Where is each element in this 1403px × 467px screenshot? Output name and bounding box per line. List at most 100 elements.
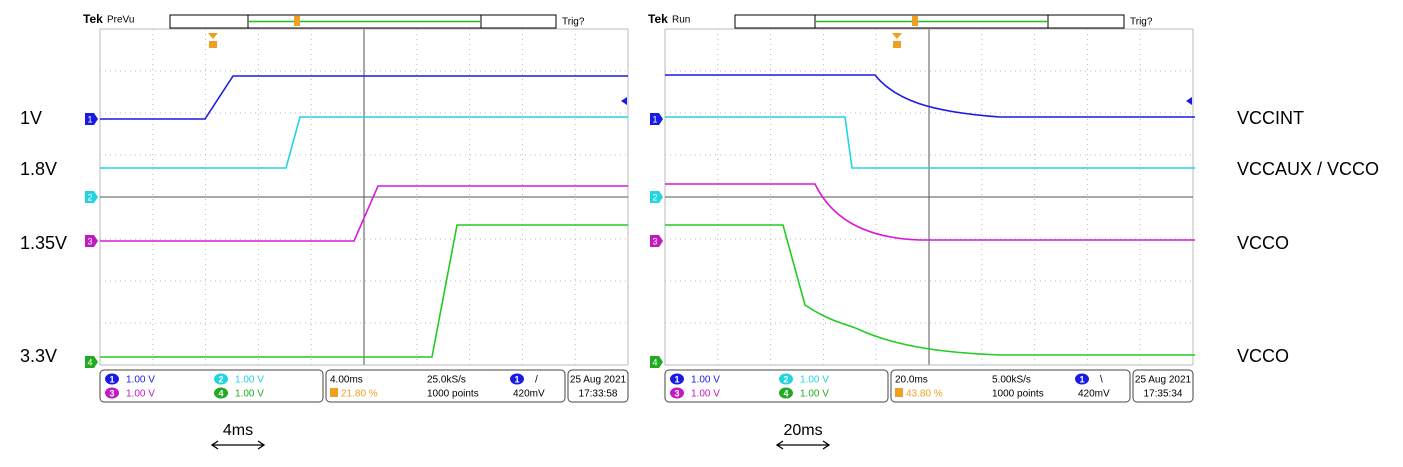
time-scale-note: 20ms <box>783 422 822 439</box>
time-scale-note: 4ms <box>223 422 253 439</box>
rail-label: VCCINT <box>1237 108 1304 128</box>
sample-rate: 5.00kS/s <box>992 375 1031 386</box>
trigger-point <box>912 16 918 26</box>
trigger-slope: / <box>535 375 538 386</box>
trace-ch1 <box>100 75 628 120</box>
channel-marker-label: 4 <box>87 357 92 367</box>
channel-badge <box>670 387 684 399</box>
brand: Tek <box>648 12 668 26</box>
channel-badge-label: 2 <box>218 374 223 384</box>
trigger-position: 21.80 % <box>341 389 378 400</box>
channel-scale: 1.00 V <box>235 389 264 400</box>
channel-marker-label: 3 <box>87 236 92 246</box>
channel-badge <box>779 387 793 399</box>
trace-ch3 <box>665 183 1195 241</box>
channel-marker <box>650 356 663 368</box>
trigger-channel-badge <box>510 373 524 385</box>
acq-status: PreVu <box>107 15 134 26</box>
channel-marker <box>650 235 663 247</box>
timebase: 4.00ms <box>330 375 363 386</box>
rail-label: VCCO <box>1237 346 1289 366</box>
date: 25 Aug 2021 <box>1135 375 1192 386</box>
channel-badge-label: 1 <box>109 374 114 384</box>
channel-badge-label: 4 <box>218 388 223 398</box>
channel-scale: 1.00 V <box>691 375 720 386</box>
trigger-channel: 1 <box>1079 374 1084 384</box>
channel-marker-label: 1 <box>652 114 657 124</box>
channel-badge-label: 2 <box>783 374 788 384</box>
channel-marker <box>85 113 98 125</box>
trace-ch2 <box>100 116 628 169</box>
trigger-pos-icon <box>895 388 903 397</box>
channel-marker <box>650 191 663 203</box>
rail-label: VCCAUX / VCCO <box>1237 159 1379 179</box>
status-box <box>99 369 324 403</box>
brand: Tek <box>83 12 103 26</box>
status-box <box>325 369 566 403</box>
channel-badge <box>214 387 228 399</box>
status-box <box>1132 369 1194 403</box>
trace-ch3 <box>100 185 628 242</box>
voltage-label: 1.8V <box>20 159 57 179</box>
trigger-channel-badge <box>1075 373 1089 385</box>
trigger-point <box>294 16 300 26</box>
trigger-state: Trig? <box>562 17 585 28</box>
record-length: 1000 points <box>992 389 1044 400</box>
channel-marker <box>85 235 98 247</box>
voltage-label: 1.35V <box>20 233 67 253</box>
rail-label: VCCO <box>1237 233 1289 253</box>
trigger-marker <box>208 33 218 48</box>
channel-marker-label: 3 <box>652 236 657 246</box>
channel-marker <box>85 356 98 368</box>
channel-scale: 1.00 V <box>126 375 155 386</box>
trace-ch4 <box>100 224 628 358</box>
channel-marker-label: 2 <box>87 192 92 202</box>
channel-badge <box>779 373 793 385</box>
channel-scale: 1.00 V <box>691 389 720 400</box>
status-box <box>890 369 1131 403</box>
record-length: 1000 points <box>427 389 479 400</box>
time-scale-arrow <box>210 440 266 450</box>
acq-status: Run <box>672 15 690 26</box>
channel-badge <box>105 373 119 385</box>
channel-badge-label: 4 <box>783 388 788 398</box>
sample-rate: 25.0kS/s <box>427 375 466 386</box>
channel-badge <box>214 373 228 385</box>
channel-badge-label: 3 <box>674 388 679 398</box>
channel-marker <box>650 113 663 125</box>
timebase: 20.0ms <box>895 375 928 386</box>
channel-marker-label: 4 <box>652 357 657 367</box>
status-box <box>567 369 629 403</box>
trace-ch1 <box>665 74 1195 118</box>
voltage-label: 3.3V <box>20 346 57 366</box>
scope <box>664 28 1194 366</box>
channel-marker-label: 1 <box>87 114 92 124</box>
trigger-level-value: 420mV <box>1078 389 1110 400</box>
trigger-pos-icon <box>330 388 338 397</box>
time: 17:35:34 <box>1144 389 1183 400</box>
channel-badge-label: 3 <box>109 388 114 398</box>
channel-badge <box>670 373 684 385</box>
trigger-state: Trig? <box>1130 17 1153 28</box>
time: 17:33:58 <box>579 389 618 400</box>
channel-scale: 1.00 V <box>235 375 264 386</box>
status-box <box>664 369 889 403</box>
trace-ch4 <box>665 224 1195 356</box>
trigger-slope: \ <box>1100 375 1103 386</box>
trigger-level-value: 420mV <box>513 389 545 400</box>
date: 25 Aug 2021 <box>570 375 627 386</box>
channel-scale: 1.00 V <box>800 375 829 386</box>
channel-scale: 1.00 V <box>800 389 829 400</box>
trigger-channel: 1 <box>514 374 519 384</box>
trace-ch2 <box>665 116 1195 169</box>
scope <box>99 28 629 366</box>
channel-scale: 1.00 V <box>126 389 155 400</box>
trigger-level <box>1186 97 1192 105</box>
channel-badge-label: 1 <box>674 374 679 384</box>
trigger-level <box>621 97 627 105</box>
time-scale-arrow <box>775 440 831 450</box>
trigger-position: 43.80 % <box>906 389 943 400</box>
channel-marker-label: 2 <box>652 192 657 202</box>
channel-badge <box>105 387 119 399</box>
